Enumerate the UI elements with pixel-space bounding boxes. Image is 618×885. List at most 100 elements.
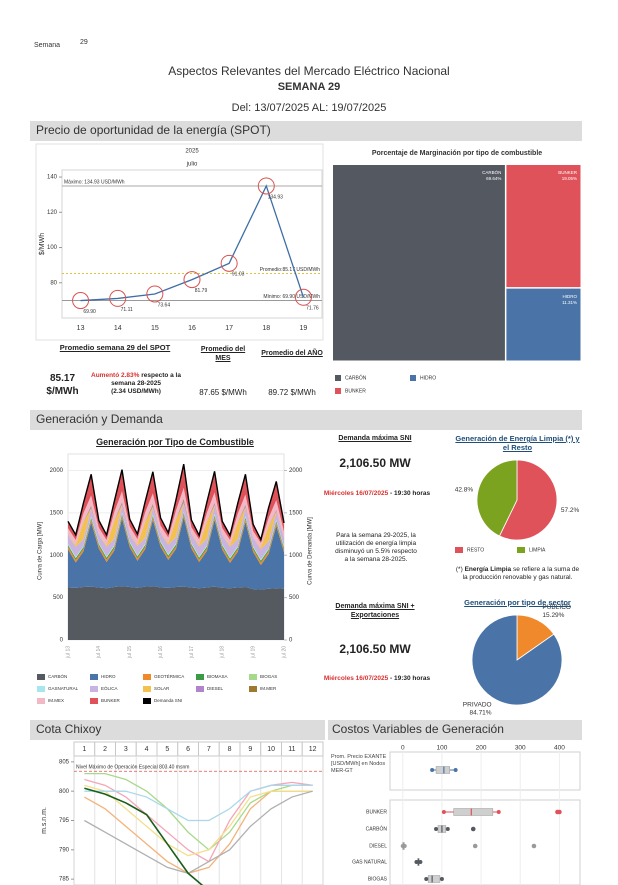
y2-axis-label: Curva de Demanda [MW] [308, 517, 314, 585]
x-tick-label: 0 [401, 745, 405, 752]
x-tick-label: 6 [186, 746, 190, 753]
reference-label: Promedio:85.17 USD/MWh [260, 267, 321, 273]
box-extreme [445, 827, 450, 831]
series-line [84, 787, 204, 885]
y-tick-label: 0 [60, 638, 64, 644]
legend-swatch [143, 686, 151, 692]
section-bar [328, 720, 582, 740]
data-label: 81.79 [195, 288, 208, 294]
box-extreme [439, 877, 444, 881]
y-tick-label: 120 [47, 210, 58, 216]
x-tick-label: 18 [262, 325, 270, 332]
legend-swatch [335, 375, 341, 381]
legend-swatch [37, 674, 45, 680]
reference-label: Nivel Máximo de Operación Especial 803.4… [76, 765, 189, 771]
box-outlier [557, 809, 562, 815]
box-outlier [470, 826, 476, 832]
legend-label: BIOMASA [207, 674, 228, 679]
legend-swatch [37, 698, 45, 704]
week-number: 29 [80, 39, 88, 46]
data-label: 69.90 [83, 309, 96, 315]
series-line [80, 184, 305, 302]
reference-label: Mínimo: 69.90 USD/MWh [263, 294, 320, 300]
x-tick-label: jul 19 [250, 646, 256, 659]
chart-title: Porcentaje de Marginación por tipo de co… [372, 150, 542, 157]
area-layer [68, 586, 284, 640]
box-category-label: BIOGAS [368, 876, 388, 882]
x-tick-label: 17 [225, 325, 233, 332]
pie-value-label: 42.8% [455, 487, 474, 494]
x-tick-label: 4 [145, 746, 149, 753]
area-layer [68, 464, 284, 543]
legend-label: BIOGAS [260, 674, 277, 679]
legend-label: IM.MEX [48, 698, 64, 703]
demand-export-value: 2,106.50 MW [339, 642, 411, 656]
x-tick-label: jul 16 [158, 646, 164, 659]
treemap-cell [333, 165, 505, 361]
spot-change-amount: (2.34 USD/MWh) [111, 388, 161, 396]
y-tick-label: 795 [59, 818, 70, 824]
x-tick-label: 2 [103, 746, 107, 753]
x-tick-label: 9 [248, 746, 252, 753]
note-prefix: (*) [455, 566, 463, 573]
section-bar [30, 410, 582, 430]
treemap-value: 11.31% [562, 300, 577, 305]
y-tick-label: 140 [47, 175, 58, 181]
legend-swatch [335, 388, 341, 394]
x-tick-label: jul 17 [189, 646, 195, 659]
legend-swatch [455, 547, 463, 553]
x-tick-label: 300 [515, 745, 526, 752]
y-tick-label: 1500 [50, 510, 64, 516]
x-tick-label: 400 [554, 745, 565, 752]
data-label: 134.93 [268, 194, 284, 200]
spot-week-title: Promedio semana 29 del SPOT [59, 343, 171, 352]
demand-max-title: Demanda máxima SNI [338, 435, 412, 442]
legend-label: BUNKER [345, 388, 366, 394]
chart-title: Generación por Tipo de Combustible [96, 437, 254, 447]
x-tick-label: jul 15 [127, 646, 133, 659]
demand-max-date: Miércoles 16/07/2025 - 19:30 horas [312, 490, 442, 498]
spot-year-title: Promedio del AÑO [261, 350, 323, 357]
legend-swatch [90, 698, 98, 704]
y-tick-label: 500 [53, 595, 64, 601]
legend-label: Demanda SNI [154, 698, 182, 703]
demand-max-time: - 19:30 horas [390, 490, 431, 497]
pie-value-label: 15.29% [542, 612, 564, 619]
spot-change-text: respecto a la semana 28-2025 [111, 372, 181, 388]
demand-line [67, 463, 285, 542]
plot-frame [61, 169, 323, 319]
y-axis-label: Curva de Carga [MW] [38, 522, 44, 580]
series-line [84, 790, 313, 874]
box-body [435, 766, 450, 774]
x-group-label: 2025 [185, 149, 199, 155]
point-marker [109, 289, 127, 307]
demand-export-day: Miércoles 16/07/2025 [323, 675, 389, 682]
box-outlier [531, 843, 537, 849]
chart-title: Generación por tipo de sector [464, 598, 571, 607]
legend-label: CARBÓN [345, 374, 367, 381]
section-bar [30, 121, 582, 141]
area-layer [68, 517, 284, 590]
y2-tick-label: 2000 [289, 468, 303, 474]
area-layer [68, 487, 284, 548]
pie-value-label: 57.2% [561, 507, 580, 514]
legend-label: CARBÓN [48, 673, 67, 679]
legend-label: DIESEL [207, 686, 224, 691]
demand-max-value: 2,106.50 MW [339, 456, 411, 470]
legend-swatch [517, 547, 525, 553]
legend-swatch [249, 686, 257, 692]
spot-month-title: Promedio del MES [200, 346, 246, 362]
x-tick-label: 200 [476, 745, 487, 752]
report-period: Del: 13/07/2025 AL: 19/07/2025 [232, 102, 387, 114]
x-tick-label: 12 [309, 746, 317, 753]
box-category-label: BUNKER [366, 809, 387, 815]
y2-tick-label: 0 [289, 638, 293, 644]
clean-energy-change: Para la semana 29-2025, la utilización d… [335, 532, 417, 564]
pie-name-label: PÚBLICO [542, 602, 571, 611]
series-line [84, 772, 313, 851]
series-line [84, 784, 313, 822]
legend-label: RESTO [467, 547, 484, 553]
box-body [427, 875, 441, 883]
